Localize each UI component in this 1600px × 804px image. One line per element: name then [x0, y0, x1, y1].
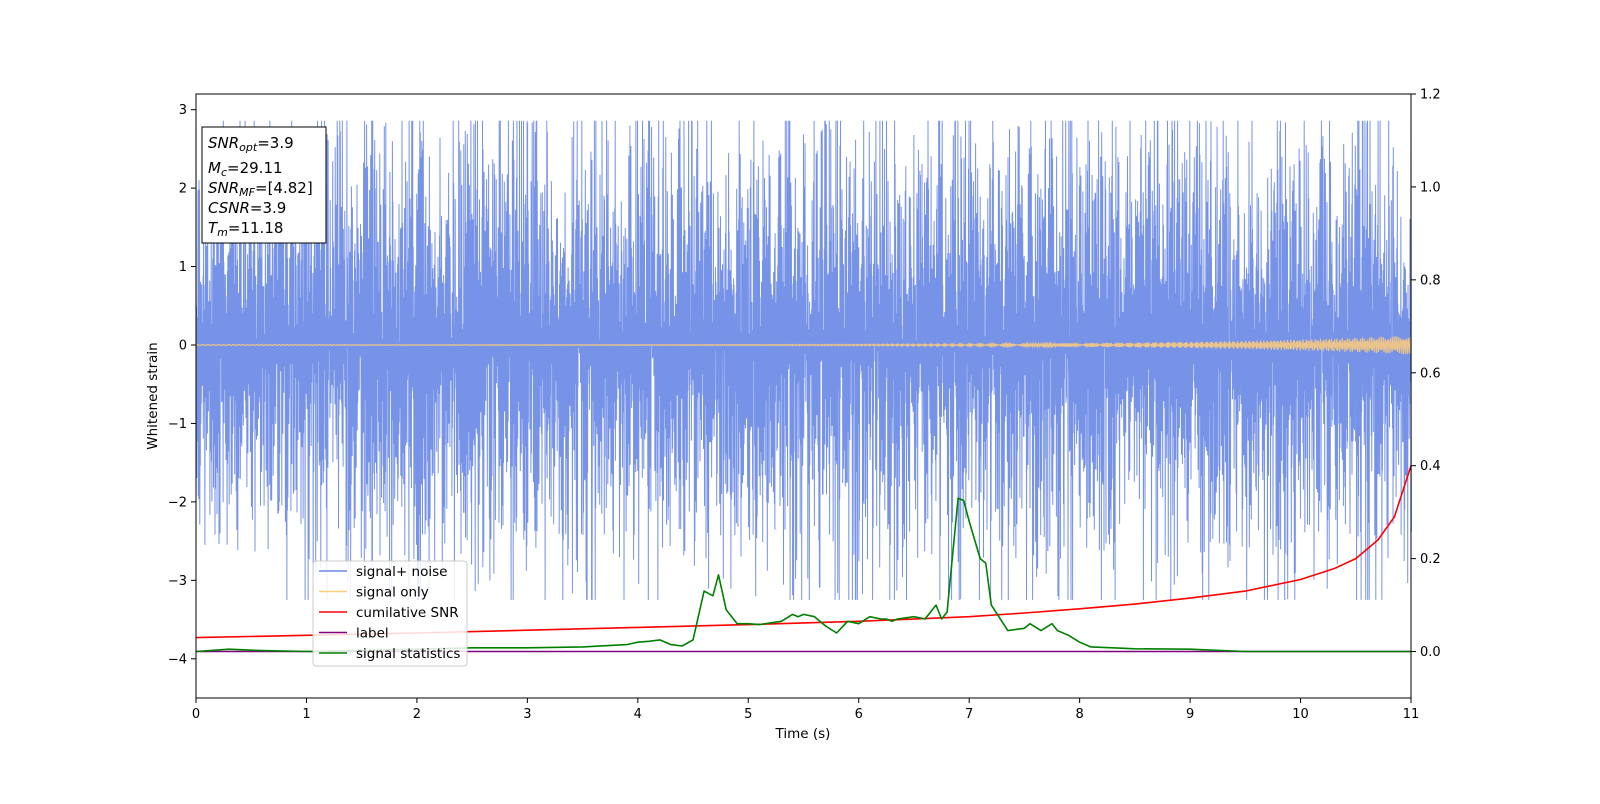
series-line-signal-only	[195, 336, 1412, 355]
y-left-tick-label: 0	[179, 339, 187, 354]
legend-label-signal-only: signal only	[356, 585, 429, 601]
x-tick-label: 6	[855, 707, 863, 722]
y-right-tick-label: 0.0	[1420, 645, 1441, 660]
legend-label-signal-noise: signal+ noise	[356, 564, 447, 580]
legend-label-signal-statistics: signal statistics	[356, 646, 460, 662]
x-tick-label: 5	[744, 707, 752, 722]
info-snr-opt: SNRopt=3.9	[208, 134, 294, 154]
x-tick-label: 4	[634, 707, 642, 722]
y-right-tick-label: 1.2	[1420, 88, 1441, 103]
x-tick-label: 0	[192, 707, 200, 722]
info-box-frame	[201, 126, 327, 244]
info-snr-mf: SNRMF=[4.82]	[208, 179, 313, 199]
y-right-tick-label: 0.8	[1420, 273, 1441, 288]
x-tick-label: 7	[965, 707, 973, 722]
legend-frame	[312, 560, 468, 667]
x-tick-label: 1	[302, 707, 310, 722]
y-left-tick-label: 3	[179, 103, 187, 118]
x-tick-label: 11	[1403, 707, 1420, 722]
series-line-cumulative-snr	[195, 465, 1412, 639]
info-mc: Mc=29.11	[208, 159, 283, 179]
y-left-tick-label: 1	[179, 260, 187, 275]
plot-frame	[195, 93, 1412, 699]
legend: signal+ noise signal only cumilative SNR…	[312, 560, 468, 667]
x-axis-label: Time (s)	[775, 726, 831, 742]
legend-label-cumulative-snr: cumilative SNR	[356, 605, 459, 621]
series-line-signal-noise	[195, 120, 1412, 600]
y-left-tick-label: −4	[168, 652, 187, 667]
y-left-tick-label: −3	[168, 574, 187, 589]
x-tick-label: 9	[1186, 707, 1194, 722]
series-line-signal-statistics	[195, 497, 1411, 653]
y-right-tick-label: 0.4	[1420, 459, 1441, 474]
y-right-tick-label: 0.6	[1420, 366, 1441, 381]
legend-label-label: label	[356, 626, 389, 642]
x-tick-label: 3	[523, 707, 531, 722]
info-box: SNRopt=3.9 Mc=29.11 SNRMF=[4.82] CSNR=3.…	[201, 126, 327, 244]
y-left-tick-label: 2	[179, 182, 187, 197]
y-left-tick-label: −2	[168, 495, 187, 510]
axes-layer: 0 1 2 3 4 5 6 7 8 9 10 11 −4 −3 −2 −1 0 1 2 3 0.0 0.2 0.4 0.6 0.…	[168, 88, 1441, 723]
info-tm: Tm=11.18	[208, 219, 283, 239]
y-axis-label: Whitened strain	[145, 342, 161, 449]
x-tick-label: 8	[1075, 707, 1083, 722]
info-csnr: CSNR=3.9	[208, 199, 286, 217]
x-tick-label: 2	[413, 707, 421, 722]
x-tick-label: 10	[1292, 707, 1309, 722]
y-right-tick-label: 1.0	[1420, 180, 1441, 195]
y-right-tick-label: 0.2	[1420, 552, 1441, 567]
y-left-tick-label: −1	[168, 417, 187, 432]
